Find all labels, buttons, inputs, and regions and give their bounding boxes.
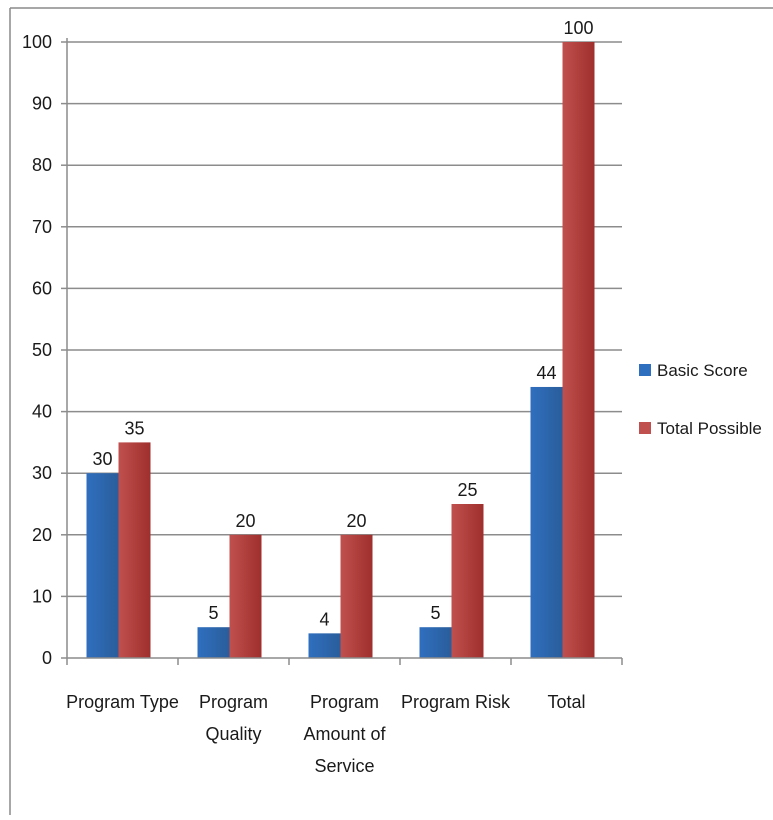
data-labels: 30 35 5 20 4 20 5 25 44 100 bbox=[92, 18, 593, 629]
data-label: 5 bbox=[208, 603, 218, 623]
bar-1-3 bbox=[451, 504, 484, 658]
y-tick-label: 70 bbox=[32, 217, 52, 237]
y-tick-label: 90 bbox=[32, 94, 52, 114]
legend-swatch-1 bbox=[639, 422, 651, 434]
y-tick-label: 50 bbox=[32, 340, 52, 360]
legend-label: Basic Score bbox=[657, 361, 748, 380]
x-tick-label: Program Type bbox=[66, 692, 179, 712]
x-tick-label: Amount of bbox=[303, 724, 386, 744]
data-label: 100 bbox=[563, 18, 593, 38]
y-tick-label: 100 bbox=[22, 32, 52, 52]
y-tick-label: 0 bbox=[42, 648, 52, 668]
data-label: 20 bbox=[346, 511, 366, 531]
bar-0-3 bbox=[419, 627, 452, 658]
data-label: 5 bbox=[430, 603, 440, 623]
data-label: 44 bbox=[536, 363, 556, 383]
bar-1-0 bbox=[118, 442, 151, 658]
bar-0-1 bbox=[197, 627, 230, 658]
x-axis: Program Type Program Quality Program Amount … bbox=[66, 657, 623, 776]
y-axis: 0 10 20 30 40 50 60 70 80 90 100 bbox=[22, 32, 68, 668]
legend-label: Total Possible bbox=[657, 419, 762, 438]
y-tick-label: 40 bbox=[32, 402, 52, 422]
y-tick-label: 20 bbox=[32, 525, 52, 545]
bars bbox=[86, 42, 595, 658]
y-tick-label: 80 bbox=[32, 155, 52, 175]
bar-1-1 bbox=[229, 534, 262, 658]
x-tick-label: Service bbox=[314, 756, 374, 776]
x-tick-label: Total bbox=[547, 692, 585, 712]
bar-0-0 bbox=[86, 473, 119, 658]
y-tick-label: 30 bbox=[32, 463, 52, 483]
data-label: 35 bbox=[124, 418, 144, 438]
bar-0-4 bbox=[530, 386, 563, 658]
x-tick-label: Program bbox=[310, 692, 379, 712]
data-label: 25 bbox=[457, 480, 477, 500]
legend-swatch-0 bbox=[639, 364, 651, 376]
y-tick-label: 60 bbox=[32, 278, 52, 298]
gridlines bbox=[67, 41, 622, 598]
bar-1-2 bbox=[340, 534, 373, 658]
x-tick-label: Program Risk bbox=[401, 692, 511, 712]
data-label: 30 bbox=[92, 449, 112, 469]
x-tick-label: Quality bbox=[205, 724, 261, 744]
bar-0-2 bbox=[308, 633, 341, 658]
y-tick-label: 10 bbox=[32, 586, 52, 606]
data-label: 4 bbox=[319, 609, 329, 629]
x-tick-label: Program bbox=[199, 692, 268, 712]
bar-1-4 bbox=[562, 42, 595, 658]
data-label: 20 bbox=[235, 511, 255, 531]
legend: Basic Score Total Possible bbox=[639, 361, 762, 438]
